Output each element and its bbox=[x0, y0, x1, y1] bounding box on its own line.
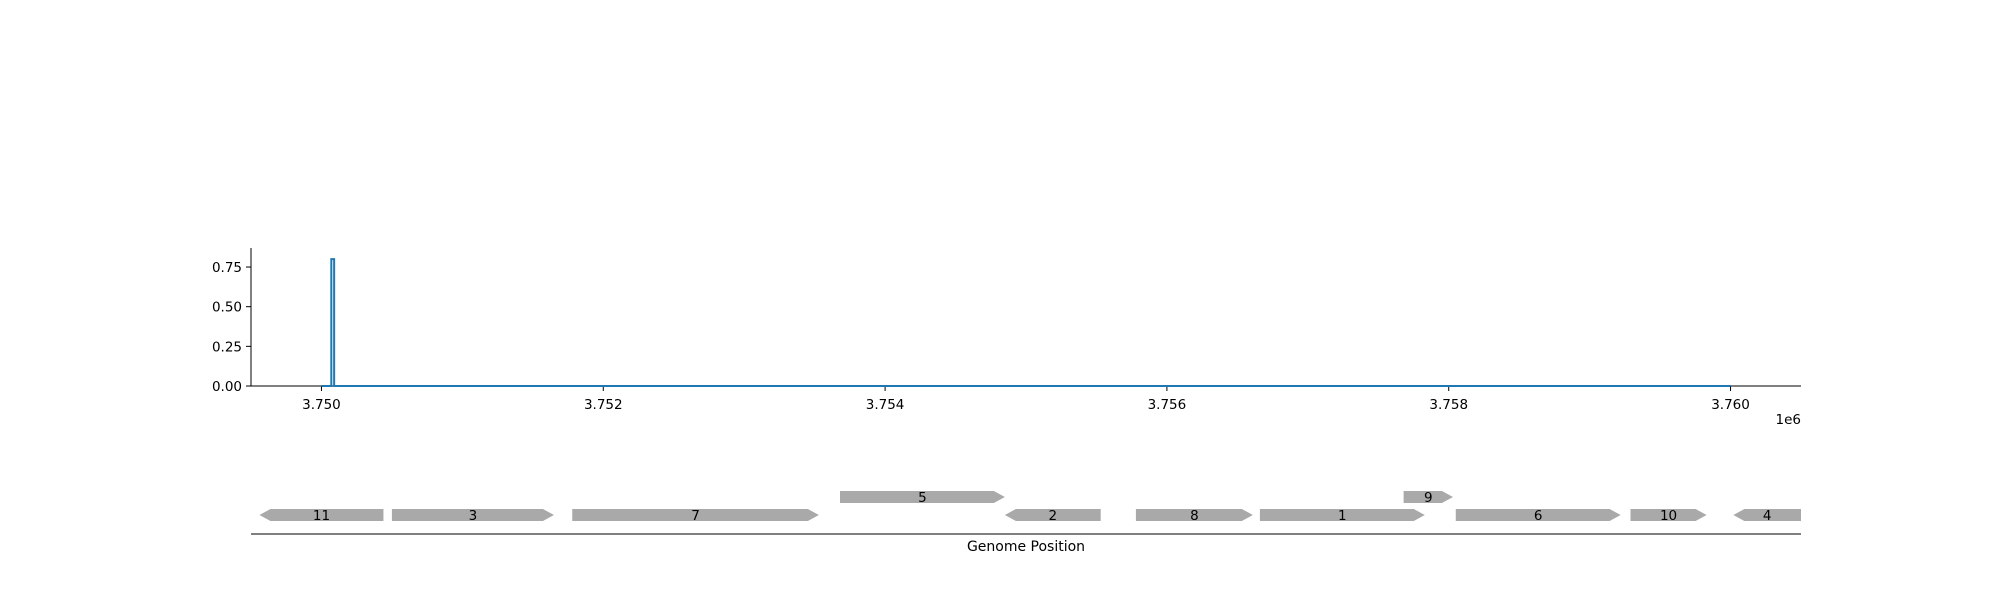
gene-arrow bbox=[1403, 491, 1453, 503]
gene-arrow bbox=[572, 509, 819, 521]
x-tick-label: 3.756 bbox=[1148, 397, 1187, 413]
gene-arrow bbox=[1259, 509, 1425, 521]
gene-label: 7 bbox=[691, 508, 700, 524]
gene-features: 11 3 7 5 2 8 1 9 6 10 4 bbox=[259, 490, 1801, 524]
y-tick-label: 0.50 bbox=[212, 300, 242, 316]
gene-track: 11 3 7 5 2 8 1 9 6 10 4 Genome Position bbox=[251, 490, 1801, 555]
gene-label: 1 bbox=[1338, 508, 1347, 524]
gene-arrow bbox=[1004, 509, 1101, 521]
gene-label: 3 bbox=[469, 508, 478, 524]
gene-label: 6 bbox=[1534, 508, 1543, 524]
gene-track-x-label: Genome Position bbox=[967, 539, 1085, 555]
gene-label: 5 bbox=[918, 490, 927, 506]
x-tick-label: 3.754 bbox=[866, 397, 905, 413]
x-tick-label: 3.760 bbox=[1711, 397, 1750, 413]
x-axis-offset-label: 1e6 bbox=[1776, 412, 1801, 428]
gene-arrow bbox=[259, 509, 384, 521]
y-tick-label: 0.25 bbox=[212, 339, 242, 355]
x-axis-ticks: 3.750 3.752 3.754 3.756 3.758 3.760 bbox=[302, 386, 1750, 413]
y-tick-label: 0.75 bbox=[212, 260, 242, 276]
coverage-plot: 0.000.250.500.75 3.750 3.752 3.754 3.756 3.7… bbox=[212, 248, 1801, 428]
x-tick-label: 3.752 bbox=[584, 397, 623, 413]
series-line bbox=[321, 258, 1731, 387]
gene-label: 4 bbox=[1763, 508, 1772, 524]
gene-label: 9 bbox=[1424, 490, 1433, 506]
gene-arrow bbox=[1455, 509, 1621, 521]
x-tick-label: 3.758 bbox=[1429, 397, 1468, 413]
y-axis-ticks: 0.00 0.25 0.50 0.75 bbox=[212, 260, 251, 395]
gene-label: 11 bbox=[313, 508, 330, 524]
gene-arrow bbox=[840, 491, 1005, 503]
x-tick-label: 3.750 bbox=[302, 397, 341, 413]
gene-label: 8 bbox=[1190, 508, 1199, 524]
gene-arrow bbox=[1733, 509, 1801, 521]
gene-arrow bbox=[1135, 509, 1253, 521]
y-tick-label: 0.00 bbox=[212, 379, 242, 395]
gene-arrow bbox=[391, 509, 554, 521]
gene-label: 2 bbox=[1048, 508, 1057, 524]
gene-arrow bbox=[1630, 509, 1707, 521]
gene-label: 10 bbox=[1660, 508, 1677, 524]
